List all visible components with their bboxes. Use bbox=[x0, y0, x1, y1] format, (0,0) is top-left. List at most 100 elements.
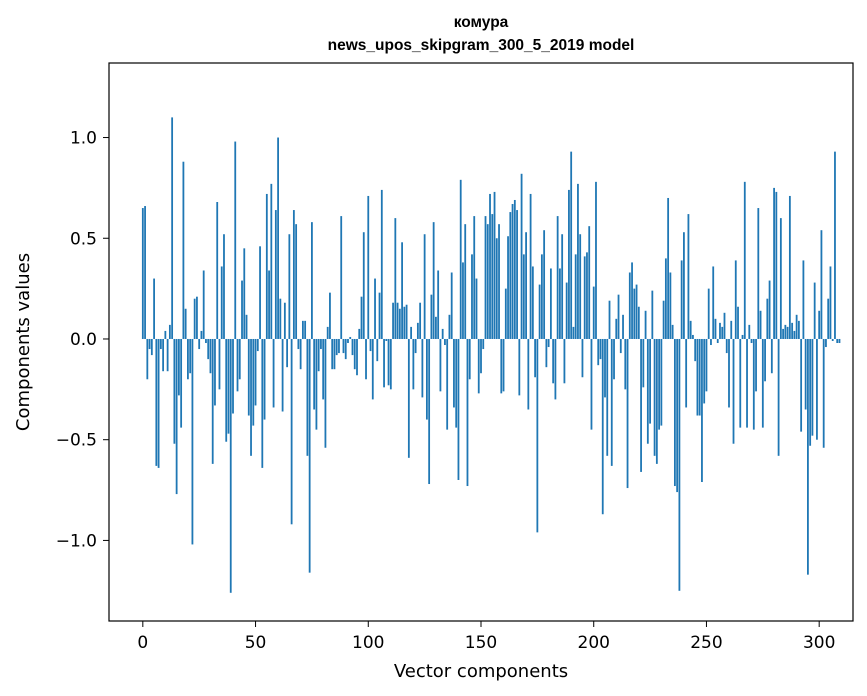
bar-9 bbox=[162, 338, 165, 372]
bar-107 bbox=[383, 338, 385, 388]
bar-241 bbox=[685, 338, 688, 408]
bar-40 bbox=[232, 338, 234, 414]
bar-53 bbox=[261, 338, 264, 468]
bar-68 bbox=[295, 224, 298, 339]
bar-248 bbox=[701, 338, 703, 483]
bar-220 bbox=[637, 306, 640, 339]
bar-30 bbox=[209, 338, 212, 374]
bar-172 bbox=[529, 193, 532, 339]
chart-title-line1: комура bbox=[454, 14, 509, 31]
bar-167 bbox=[518, 338, 521, 396]
bar-280 bbox=[773, 187, 775, 339]
bar-210 bbox=[615, 318, 618, 339]
bar-150 bbox=[480, 338, 482, 374]
bar-282 bbox=[777, 338, 780, 456]
bar-170 bbox=[525, 232, 527, 339]
bar-272 bbox=[755, 338, 757, 392]
bar-33 bbox=[216, 202, 219, 339]
bar-16 bbox=[177, 338, 180, 396]
bar-125 bbox=[423, 234, 426, 339]
bar-91 bbox=[347, 338, 349, 344]
bar-156 bbox=[493, 191, 496, 339]
bar-35 bbox=[220, 266, 223, 339]
bar-29 bbox=[207, 338, 210, 360]
bar-208 bbox=[610, 338, 613, 466]
bar-259 bbox=[725, 338, 728, 354]
bar-133 bbox=[441, 328, 444, 339]
bar-135 bbox=[446, 338, 449, 430]
bar-149 bbox=[477, 338, 480, 394]
bar-58 bbox=[272, 338, 275, 408]
bar-85 bbox=[333, 338, 336, 370]
bar-17 bbox=[180, 338, 183, 428]
bar-65 bbox=[288, 234, 291, 339]
bar-230 bbox=[660, 338, 663, 426]
y-axis-label: Components values bbox=[13, 253, 34, 431]
bar-271 bbox=[752, 338, 755, 430]
x-tick-label: 150 bbox=[465, 633, 497, 653]
bar-126 bbox=[425, 338, 428, 420]
bar-285 bbox=[784, 324, 787, 339]
bar-25 bbox=[198, 338, 201, 350]
bar-37 bbox=[225, 338, 228, 442]
bar-103 bbox=[374, 278, 376, 339]
bar-186 bbox=[561, 234, 564, 339]
bar-45 bbox=[243, 248, 246, 339]
bar-6 bbox=[155, 338, 158, 466]
bar-112 bbox=[394, 218, 397, 339]
bar-290 bbox=[795, 314, 798, 339]
bar-26 bbox=[200, 330, 203, 339]
chart-title: комура news_upos_skipgram_300_5_2019 mod… bbox=[328, 14, 635, 54]
bar-195 bbox=[581, 338, 584, 378]
bar-49 bbox=[252, 338, 255, 426]
bar-144 bbox=[466, 338, 469, 487]
bar-202 bbox=[597, 338, 600, 366]
bar-296 bbox=[809, 338, 812, 446]
bar-232 bbox=[664, 258, 667, 339]
bar-287 bbox=[788, 195, 791, 339]
bar-12 bbox=[168, 324, 171, 339]
bar-70 bbox=[299, 338, 302, 370]
bar-108 bbox=[385, 338, 388, 341]
x-tick-label: 50 bbox=[245, 633, 267, 653]
bar-168 bbox=[520, 173, 523, 339]
bar-111 bbox=[392, 302, 394, 339]
bar-134 bbox=[444, 338, 446, 346]
bar-123 bbox=[419, 302, 422, 339]
bar-246 bbox=[696, 338, 699, 416]
bar-22 bbox=[191, 338, 194, 545]
bar-273 bbox=[757, 208, 760, 339]
bar-119 bbox=[410, 326, 413, 339]
bar-173 bbox=[531, 266, 534, 339]
bar-284 bbox=[782, 328, 785, 339]
bar-250 bbox=[705, 338, 708, 392]
bar-51 bbox=[256, 338, 259, 352]
bar-270 bbox=[750, 338, 753, 344]
bar-274 bbox=[759, 310, 762, 339]
bar-147 bbox=[473, 216, 476, 339]
bar-203 bbox=[599, 338, 602, 360]
bar-52 bbox=[259, 246, 261, 339]
bar-19 bbox=[184, 308, 187, 339]
bar-2 bbox=[146, 338, 149, 380]
bar-74 bbox=[308, 338, 311, 573]
bar-213 bbox=[622, 314, 624, 339]
bar-102 bbox=[371, 338, 374, 400]
bar-10 bbox=[164, 330, 167, 339]
bar-288 bbox=[791, 322, 794, 339]
bar-218 bbox=[633, 288, 636, 339]
bar-124 bbox=[421, 338, 424, 398]
bar-292 bbox=[800, 338, 803, 432]
bar-283 bbox=[779, 218, 782, 339]
bar-260 bbox=[728, 338, 730, 408]
bar-238 bbox=[678, 338, 681, 591]
bar-94 bbox=[353, 338, 356, 370]
bar-151 bbox=[482, 338, 485, 350]
bar-174 bbox=[534, 338, 537, 378]
bar-142 bbox=[462, 262, 464, 339]
bar-59 bbox=[274, 210, 277, 339]
bar-245 bbox=[694, 338, 697, 362]
bar-140 bbox=[457, 338, 460, 480]
x-axis-label: Vector components bbox=[394, 661, 568, 682]
